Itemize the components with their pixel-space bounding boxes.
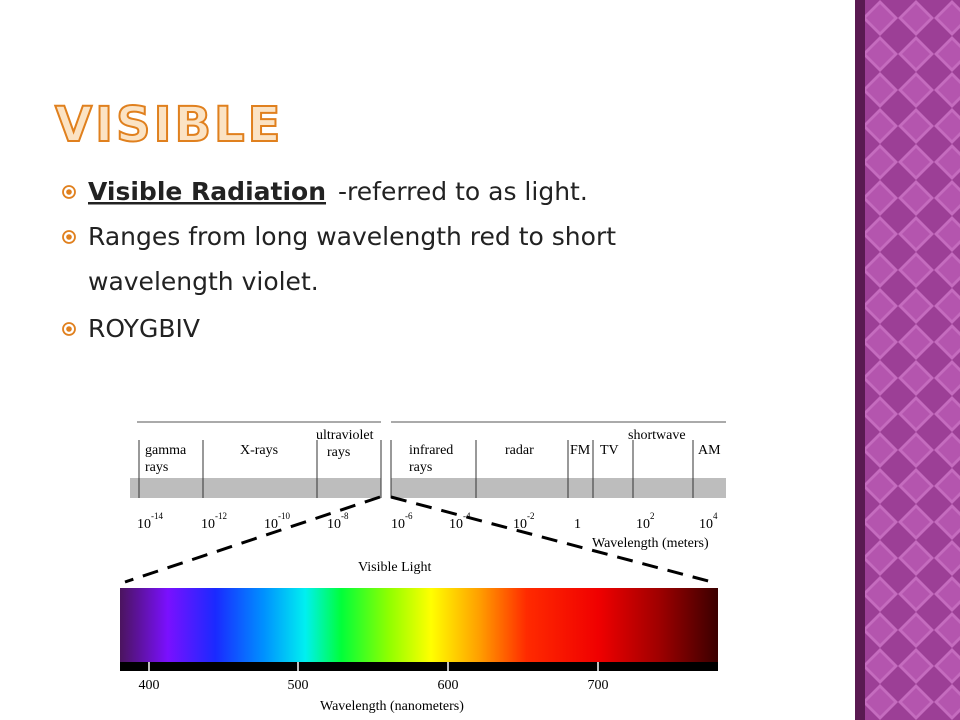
band-label: FM [570, 443, 591, 458]
scale-bar [391, 478, 726, 498]
meter-tick: 10-2 [513, 511, 535, 532]
tick-base: 10 [699, 517, 713, 532]
meter-tick: 10-14 [137, 511, 163, 532]
bullet-rest: -referred to as light. [338, 177, 588, 206]
meter-tick: 10-6 [391, 511, 413, 532]
title: VISIBLE [55, 97, 283, 153]
band-label: shortwave [628, 428, 686, 443]
bullet-text: Ranges from long wavelength red to short [88, 222, 616, 251]
nm-tick-label: 600 [438, 678, 459, 693]
tick-base: 10 [513, 517, 527, 532]
bullet-dot [66, 326, 72, 332]
tick-base: 1 [574, 517, 581, 532]
bullet-dot [66, 234, 72, 240]
tick-base: 10 [327, 517, 341, 532]
bullet-text: wavelength violet. [88, 267, 319, 296]
meter-tick: 1 [574, 517, 581, 532]
band-label: rays [409, 460, 432, 475]
zoom-line [124, 495, 381, 584]
band-label: ultraviolet [316, 428, 374, 443]
side-edge [855, 0, 865, 720]
visible-label: Visible Light [358, 560, 432, 575]
nm-tick-label: 500 [288, 678, 309, 693]
meter-tick: 10-12 [201, 511, 227, 532]
tick-base: 10 [391, 517, 405, 532]
band-label: rays [327, 445, 350, 460]
nm-bar [120, 662, 718, 671]
side-panel [855, 0, 960, 720]
meter-tick: 104 [699, 511, 718, 532]
meter-tick: 102 [636, 511, 655, 532]
bullet-term: Visible Radiation [88, 177, 326, 206]
bullet-dot [66, 189, 72, 195]
spectrum [120, 588, 718, 662]
band-label: gamma [145, 443, 187, 458]
band-label: radar [505, 443, 534, 458]
band-label: infrared [409, 443, 453, 458]
tick-exp: -10 [278, 511, 290, 521]
tick-base: 10 [137, 517, 151, 532]
meter-label: Wavelength (meters) [592, 536, 709, 551]
band-label: AM [698, 443, 721, 458]
nm-label: Wavelength (nanometers) [320, 699, 464, 714]
bullet-text: Visible Radiation -referred to as light. [88, 177, 588, 206]
tick-base: 10 [449, 517, 463, 532]
band-label: X-rays [240, 443, 278, 458]
band-label: TV [600, 443, 619, 458]
tick-base: 10 [201, 517, 215, 532]
spectrum-diagram: gamma rays X-rays ultraviolet rays infrared ra… [120, 421, 726, 714]
tick-exp: 4 [713, 511, 718, 521]
tick-exp: -14 [151, 511, 163, 521]
tick-exp: -12 [215, 511, 227, 521]
scale-bar [130, 478, 381, 498]
tick-exp: -2 [527, 511, 535, 521]
meter-tick: 10-10 [264, 511, 290, 532]
zoom-line [390, 495, 713, 584]
bullet-ring [62, 322, 76, 336]
bullet-text: ROYGBIV [88, 314, 200, 343]
bullet-ring [62, 185, 76, 199]
bullets: Visible Radiation -referred to as light. R… [62, 177, 616, 343]
nm-tick-label: 700 [588, 678, 609, 693]
tick-base: 10 [264, 517, 278, 532]
nm-tick-label: 400 [139, 678, 160, 693]
tick-exp: -6 [405, 511, 413, 521]
meter-tick: 10-8 [327, 511, 349, 532]
bullet-ring [62, 230, 76, 244]
band-label: rays [145, 460, 168, 475]
tick-exp: -8 [341, 511, 349, 521]
tick-exp: 2 [650, 511, 655, 521]
tick-base: 10 [636, 517, 650, 532]
